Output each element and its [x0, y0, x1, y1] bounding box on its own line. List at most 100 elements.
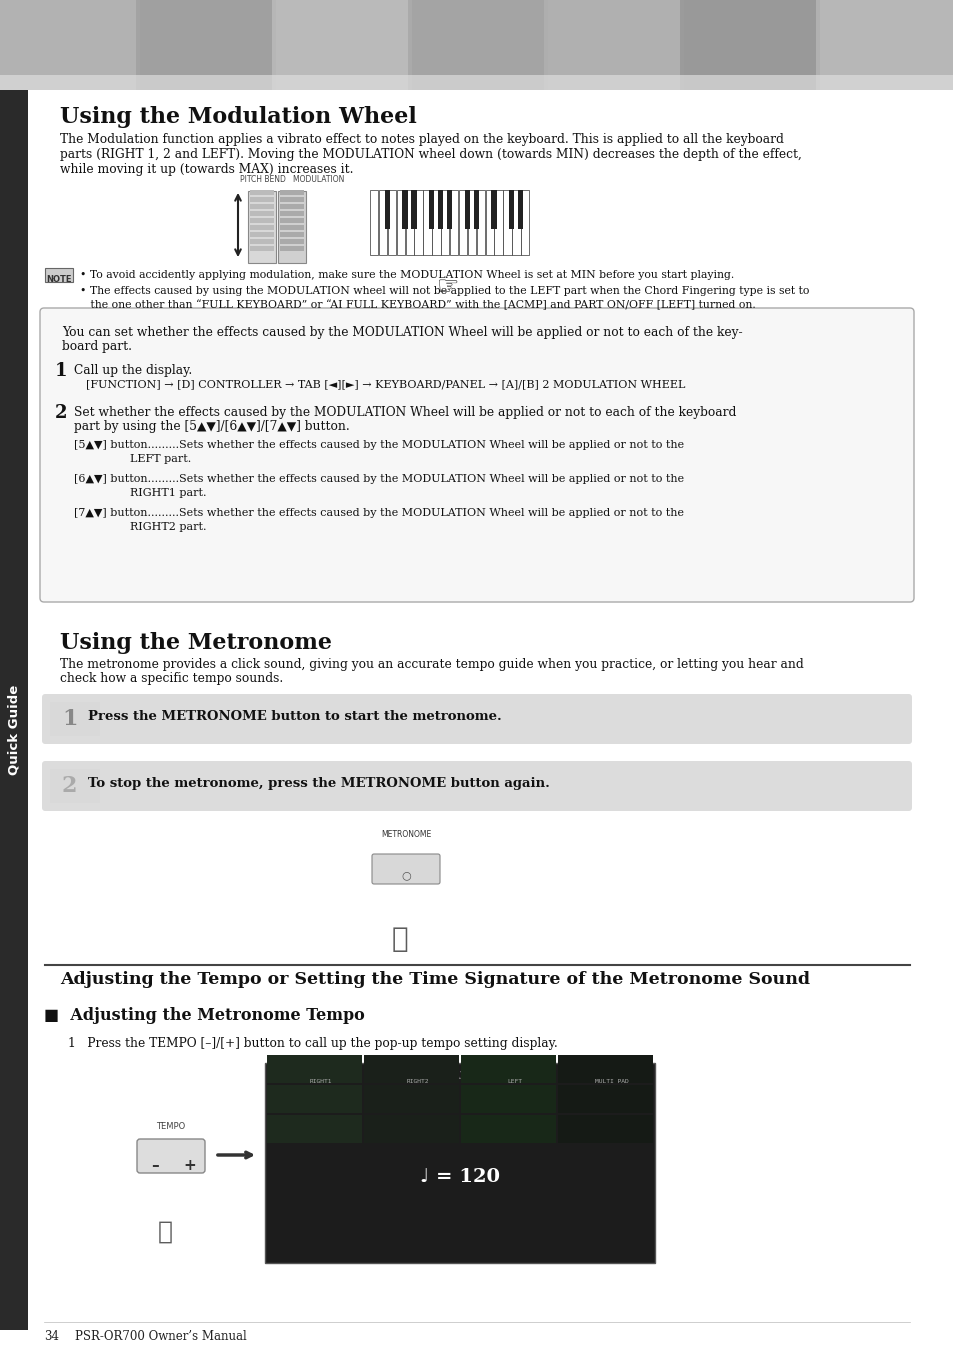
- Text: the one other than “FULL KEYBOARD” or “AI FULL KEYBOARD” with the [ACMP] and PAR: the one other than “FULL KEYBOARD” or “A…: [80, 300, 755, 311]
- Bar: [250, 226, 274, 230]
- Text: NOTE: NOTE: [46, 276, 71, 284]
- Bar: [250, 239, 274, 245]
- Bar: [520, 190, 529, 255]
- Bar: [250, 190, 274, 195]
- Text: [6▲▼] button.........Sets whether the effects caused by the MODULATION Wheel wil: [6▲▼] button.........Sets whether the ef…: [74, 474, 683, 484]
- Bar: [136, 0, 275, 91]
- Bar: [503, 190, 511, 255]
- Text: LEFT part.: LEFT part.: [74, 454, 191, 463]
- Bar: [364, 1115, 458, 1143]
- Text: RIGHT1: RIGHT1: [309, 1079, 332, 1084]
- Bar: [411, 190, 416, 230]
- Bar: [267, 1115, 361, 1143]
- Bar: [543, 0, 683, 91]
- Bar: [414, 190, 422, 255]
- FancyBboxPatch shape: [40, 308, 913, 603]
- Text: Quick Guide: Quick Guide: [8, 685, 20, 775]
- Bar: [460, 1115, 556, 1143]
- Bar: [558, 1055, 652, 1084]
- Bar: [437, 190, 443, 230]
- Text: 1   Press the TEMPO [–]/[+] button to call up the pop-up tempo setting display.: 1 Press the TEMPO [–]/[+] button to call…: [68, 1038, 558, 1050]
- Bar: [405, 190, 414, 255]
- Bar: [460, 1085, 556, 1113]
- Bar: [267, 1055, 361, 1084]
- Bar: [250, 204, 274, 209]
- Bar: [0, 91, 28, 1329]
- Bar: [450, 190, 457, 255]
- Text: [FUNCTION] → [D] CONTROLLER → TAB [◄][►] → KEYBOARD/PANEL → [A]/[B] 2 MODULATION: [FUNCTION] → [D] CONTROLLER → TAB [◄][►]…: [86, 380, 684, 389]
- Bar: [364, 1055, 458, 1084]
- Bar: [250, 232, 274, 236]
- Bar: [0, 0, 953, 91]
- Text: The metronome provides a click sound, giving you an accurate tempo guide when yo: The metronome provides a click sound, gi…: [60, 658, 803, 671]
- Text: LEFT: LEFT: [506, 1079, 521, 1084]
- Bar: [280, 190, 304, 195]
- Bar: [473, 190, 478, 230]
- Bar: [458, 190, 467, 255]
- Text: Using the Metronome: Using the Metronome: [60, 632, 332, 654]
- Bar: [423, 190, 432, 255]
- Text: [7▲▼] button.........Sets whether the effects caused by the MODULATION Wheel wil: [7▲▼] button.........Sets whether the ef…: [74, 508, 683, 517]
- FancyBboxPatch shape: [42, 694, 911, 744]
- FancyBboxPatch shape: [42, 761, 911, 811]
- Bar: [280, 239, 304, 245]
- Bar: [509, 190, 514, 230]
- Text: You can set whether the effects caused by the MODULATION Wheel will be applied o: You can set whether the effects caused b…: [62, 326, 741, 339]
- Text: To stop the metronome, press the METRONOME button again.: To stop the metronome, press the METRONO…: [88, 777, 549, 790]
- Bar: [558, 1115, 652, 1143]
- Text: check how a specific tempo sounds.: check how a specific tempo sounds.: [60, 671, 283, 685]
- Text: ♩ = 120: ♩ = 120: [419, 1169, 499, 1186]
- Bar: [476, 190, 484, 255]
- Text: ■  Adjusting the Metronome Tempo: ■ Adjusting the Metronome Tempo: [44, 1006, 364, 1024]
- Text: while moving it up (towards MAX) increases it.: while moving it up (towards MAX) increas…: [60, 163, 354, 176]
- Bar: [272, 0, 412, 91]
- Bar: [280, 246, 304, 251]
- Bar: [0, 0, 140, 91]
- Text: METRONOME: METRONOME: [380, 830, 431, 839]
- Bar: [467, 190, 476, 255]
- Bar: [248, 190, 275, 263]
- Text: PITCH BEND   MODULATION: PITCH BEND MODULATION: [240, 176, 344, 184]
- Text: PSR-OR700 Owner’s Manual: PSR-OR700 Owner’s Manual: [75, 1329, 247, 1343]
- FancyBboxPatch shape: [42, 694, 911, 744]
- Bar: [491, 190, 497, 230]
- Text: • The effects caused by using the MODULATION wheel will not be applied to the LE: • The effects caused by using the MODULA…: [80, 286, 808, 296]
- Bar: [387, 190, 395, 255]
- Bar: [280, 232, 304, 236]
- Bar: [265, 1063, 655, 1263]
- Bar: [446, 190, 452, 230]
- Text: ○: ○: [400, 870, 411, 880]
- Bar: [250, 218, 274, 223]
- Bar: [280, 204, 304, 209]
- Bar: [396, 190, 405, 255]
- Text: RIGHT2: RIGHT2: [406, 1079, 428, 1084]
- Text: ✋: ✋: [392, 925, 408, 952]
- Text: 34: 34: [44, 1329, 59, 1343]
- Bar: [250, 211, 274, 216]
- Bar: [512, 190, 520, 255]
- Text: Press the METRONOME button to start the metronome.: Press the METRONOME button to start the …: [88, 711, 501, 723]
- FancyBboxPatch shape: [137, 1139, 205, 1173]
- Bar: [370, 190, 378, 255]
- Bar: [280, 211, 304, 216]
- Text: 2: 2: [55, 404, 68, 422]
- Bar: [408, 0, 547, 91]
- Bar: [517, 190, 523, 230]
- Bar: [50, 703, 100, 736]
- Text: 1: 1: [62, 708, 77, 730]
- Text: 2: 2: [62, 775, 77, 797]
- Bar: [464, 190, 470, 230]
- Bar: [402, 190, 407, 230]
- Bar: [485, 190, 494, 255]
- Text: Call up the display.: Call up the display.: [74, 363, 193, 377]
- Text: Adjusting the Tempo or Setting the Time Signature of the Metronome Sound: Adjusting the Tempo or Setting the Time …: [60, 971, 809, 988]
- Text: MULTI PAD: MULTI PAD: [594, 1079, 628, 1084]
- Text: ✋: ✋: [157, 1220, 172, 1244]
- Text: RIGHT1 part.: RIGHT1 part.: [74, 488, 206, 499]
- Text: ☞: ☞: [436, 276, 458, 299]
- Bar: [280, 218, 304, 223]
- Bar: [432, 190, 440, 255]
- Text: Set whether the effects caused by the MODULATION Wheel will be applied or not to: Set whether the effects caused by the MO…: [74, 407, 736, 419]
- Bar: [364, 1085, 458, 1113]
- Text: –: –: [151, 1158, 159, 1173]
